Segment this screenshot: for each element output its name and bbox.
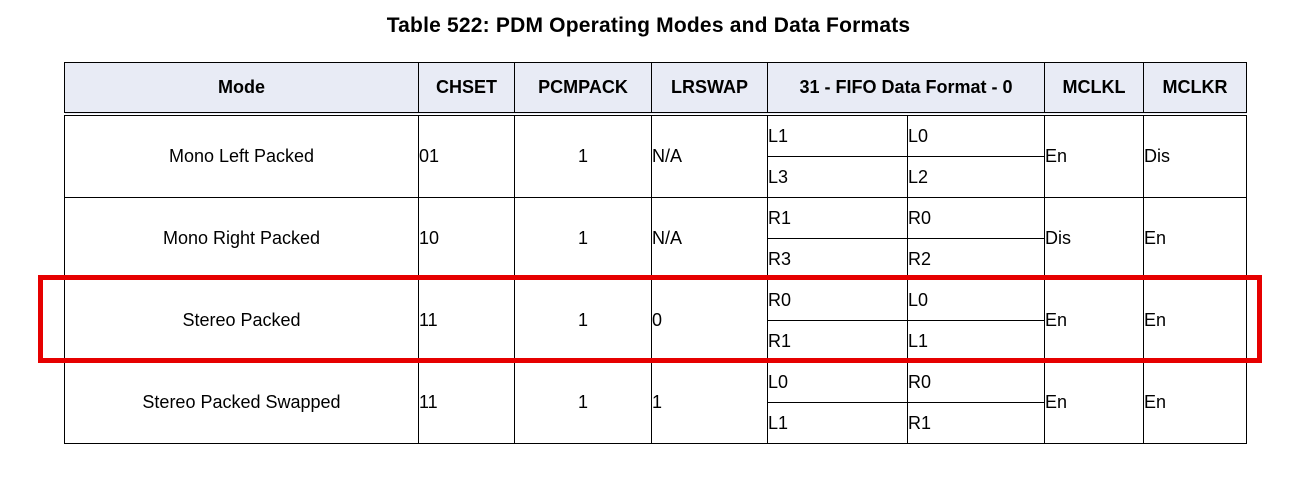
header-pcmpack: PCMPACK (514, 62, 652, 116)
fifo-cell: L1 (906, 320, 1046, 362)
header-row: Mode CHSET PCMPACK LRSWAP 31 - FIFO Data… (64, 62, 1248, 116)
mclkr-cell: En (1143, 361, 1248, 444)
mclkl-cell: Dis (1044, 197, 1145, 280)
table-row: Stereo Packed Swapped 11 1 1 L0 R0 En En (64, 361, 1248, 444)
pcmpack-cell: 1 (514, 361, 652, 444)
lrswap-cell: 1 (651, 361, 768, 444)
lrswap-cell: N/A (651, 113, 768, 198)
fifo-cell: R0 (906, 361, 1046, 403)
fifo-cell: R3 (767, 238, 908, 280)
lrswap-cell: N/A (651, 197, 768, 280)
chset-cell: 11 (418, 361, 515, 444)
header-chset: CHSET (418, 62, 515, 116)
fifo-cell: R0 (767, 279, 908, 321)
header-mclkr: MCLKR (1143, 62, 1248, 116)
pcmpack-cell: 1 (514, 279, 652, 362)
fifo-cell: R0 (906, 197, 1046, 239)
table-subrow: R1 L1 (65, 320, 1247, 362)
mode-cell: Stereo Packed (64, 279, 419, 362)
table-row: Stereo Packed 11 1 0 R0 L0 En En (64, 279, 1248, 362)
table-caption: Table 522: PDM Operating Modes and Data … (386, 14, 911, 37)
fifo-cell: R1 (906, 402, 1046, 444)
header-mode: Mode (64, 62, 419, 116)
mclkr-cell: Dis (1143, 113, 1248, 198)
fifo-cell: L0 (767, 361, 908, 403)
lrswap-cell: 0 (651, 279, 768, 362)
table-subrow: L3 L2 (65, 156, 1247, 198)
pcmpack-cell: 1 (514, 197, 652, 280)
mclkr-cell: En (1143, 197, 1248, 280)
mclkl-cell: En (1044, 113, 1145, 198)
fifo-cell: R1 (767, 320, 908, 362)
chset-cell: 01 (418, 113, 515, 198)
fifo-cell: L3 (767, 156, 908, 198)
mclkl-cell: En (1044, 361, 1145, 444)
pdm-modes-table: Mode CHSET PCMPACK LRSWAP 31 - FIFO Data… (64, 62, 1248, 444)
fifo-cell: R2 (906, 238, 1046, 280)
pcmpack-cell: 1 (514, 113, 652, 198)
table-row: Mono Right Packed 10 1 N/A R1 R0 Dis En (64, 197, 1248, 280)
mclkl-cell: En (1044, 279, 1145, 362)
table-subrow: L1 R1 (65, 402, 1247, 444)
table-subrow: R3 R2 (65, 238, 1247, 280)
header-fifo-format: 31 - FIFO Data Format - 0 (766, 62, 1046, 116)
chset-cell: 11 (418, 279, 515, 362)
fifo-cell: L1 (767, 113, 908, 157)
header-lrswap: LRSWAP (651, 62, 768, 116)
header-mclkl: MCLKL (1044, 62, 1145, 116)
fifo-cell: R1 (767, 197, 908, 239)
chset-cell: 10 (418, 197, 515, 280)
fifo-cell: L0 (906, 113, 1046, 157)
fifo-cell: L2 (906, 156, 1046, 198)
mode-cell: Stereo Packed Swapped (64, 361, 419, 444)
mode-cell: Mono Right Packed (64, 197, 419, 280)
mode-cell: Mono Left Packed (64, 113, 419, 198)
table-row: Mono Left Packed 01 1 N/A L1 L0 En Dis (64, 113, 1248, 198)
fifo-cell: L0 (906, 279, 1046, 321)
fifo-cell: L1 (767, 402, 908, 444)
mclkr-cell: En (1143, 279, 1248, 362)
